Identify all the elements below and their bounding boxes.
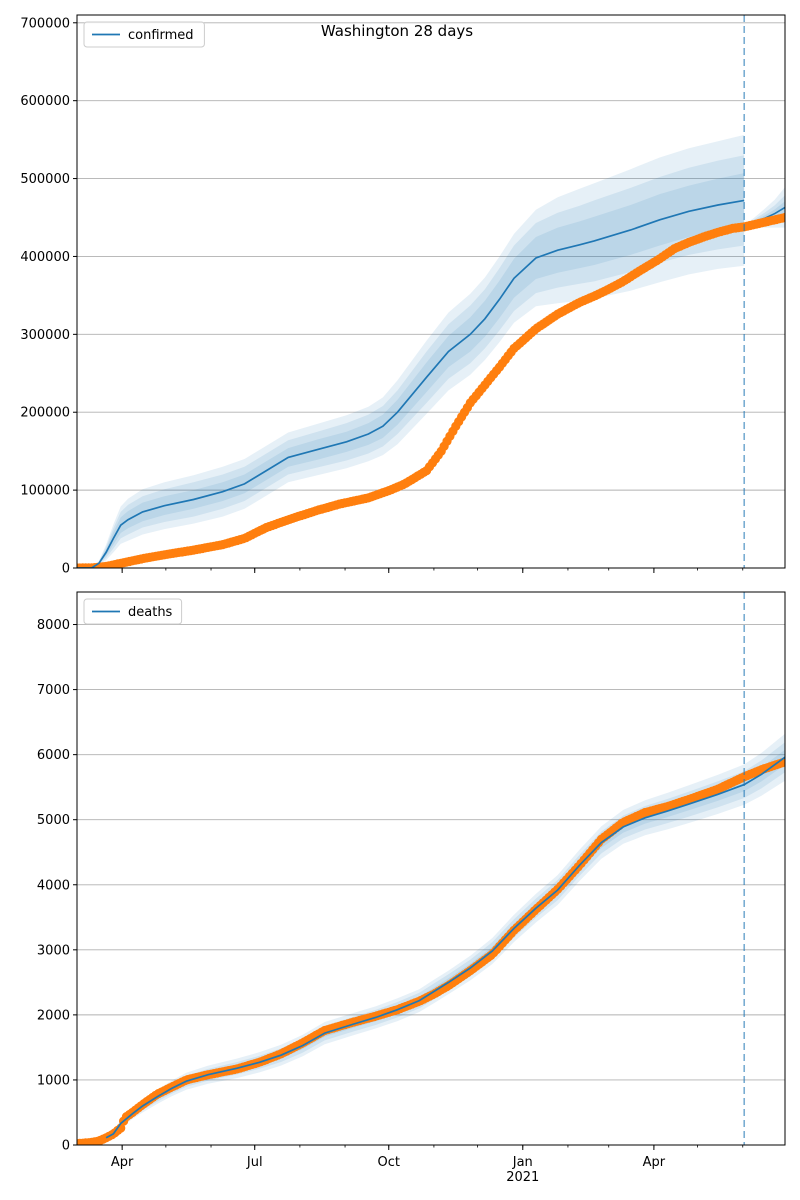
y-tick-label: 500000: [20, 172, 70, 187]
y-tick-label: 400000: [20, 250, 70, 265]
y-tick-label: 3000: [37, 943, 70, 958]
axes-frame: [76, 591, 786, 1146]
y-tick-label: 600000: [20, 94, 70, 109]
observed-point: [780, 212, 785, 223]
uncertainty-band-0: [106, 733, 785, 1140]
y-tick-label: 0: [62, 1139, 70, 1154]
uncertainty-band-1: [106, 742, 785, 1139]
x-tick-label: Oct: [378, 1155, 400, 1170]
y-tick-label: 700000: [20, 16, 70, 31]
y-tick-label: 6000: [37, 748, 70, 763]
uncertainty-band-1: [77, 155, 745, 568]
legend: deaths: [83, 598, 183, 625]
deaths-panel: 0 1000 2000 3000 4000 5000 6000 7000 8000 Apr Jul O…: [37, 591, 786, 1185]
x-tick-label: Apr: [111, 1155, 134, 1170]
y-tick-label: 8000: [37, 618, 70, 633]
legend: confirmed: [83, 21, 205, 48]
confirmed-panel: 0 100000 200000 300000 400000 500000 600000 700…: [20, 14, 786, 577]
x-tick-label: Apr: [643, 1155, 666, 1170]
legend-label: deaths: [128, 605, 173, 620]
uncertainty-band-0: [77, 134, 745, 568]
observed-series: [77, 212, 785, 568]
y-tick-label: 300000: [20, 328, 70, 343]
y-tick-label: 200000: [20, 406, 70, 421]
plot-area: [77, 592, 785, 1145]
plot-area: [77, 15, 785, 568]
x-tick-label: Jul: [246, 1155, 263, 1170]
y-tick-label: 100000: [20, 484, 70, 499]
uncertainty-band-2: [77, 173, 745, 568]
legend-box: [83, 598, 183, 625]
y-tick-label: 4000: [37, 878, 70, 893]
x-tick-sublabel: 2021: [506, 1170, 539, 1185]
y-tick-label: 1000: [37, 1073, 70, 1088]
y-tick-label: 7000: [37, 683, 70, 698]
legend-box: [83, 21, 205, 48]
legend-label: confirmed: [128, 28, 194, 43]
model-line: [77, 199, 745, 568]
y-tick-label: 2000: [37, 1008, 70, 1023]
figure-title: Washington 28 days: [321, 22, 473, 40]
model-line: [105, 756, 785, 1139]
y-tick-label: 0: [62, 562, 70, 577]
axes-frame: [76, 14, 786, 569]
y-tick-label: 5000: [37, 813, 70, 828]
observed-series: [77, 757, 785, 1145]
x-tick-label: Jan: [512, 1155, 533, 1170]
